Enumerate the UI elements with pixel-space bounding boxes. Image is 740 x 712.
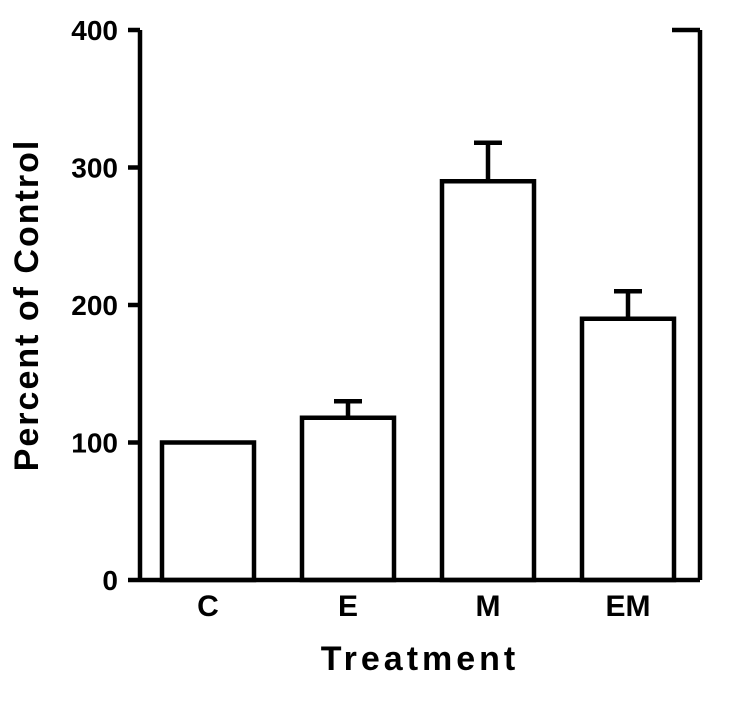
y-tick-label: 300 bbox=[71, 153, 118, 184]
y-tick-label: 0 bbox=[102, 565, 118, 596]
bar bbox=[442, 181, 534, 580]
category-label: C bbox=[197, 590, 219, 623]
category-label: M bbox=[476, 590, 501, 623]
bar bbox=[162, 443, 254, 581]
y-axis-title: Percent of Control bbox=[8, 139, 46, 472]
category-label: E bbox=[338, 590, 358, 623]
x-axis-title: Treatment bbox=[321, 640, 520, 678]
bar bbox=[582, 319, 674, 580]
category-label: EM bbox=[606, 590, 651, 623]
bar bbox=[302, 418, 394, 580]
y-tick-label: 200 bbox=[71, 290, 118, 321]
y-tick-label: 100 bbox=[71, 428, 118, 459]
bar-chart: 0100200300400CEMEMTreatmentPercent of Co… bbox=[0, 0, 740, 712]
y-tick-label: 400 bbox=[71, 15, 118, 46]
chart-svg: 0100200300400CEMEMTreatmentPercent of Co… bbox=[0, 0, 740, 712]
